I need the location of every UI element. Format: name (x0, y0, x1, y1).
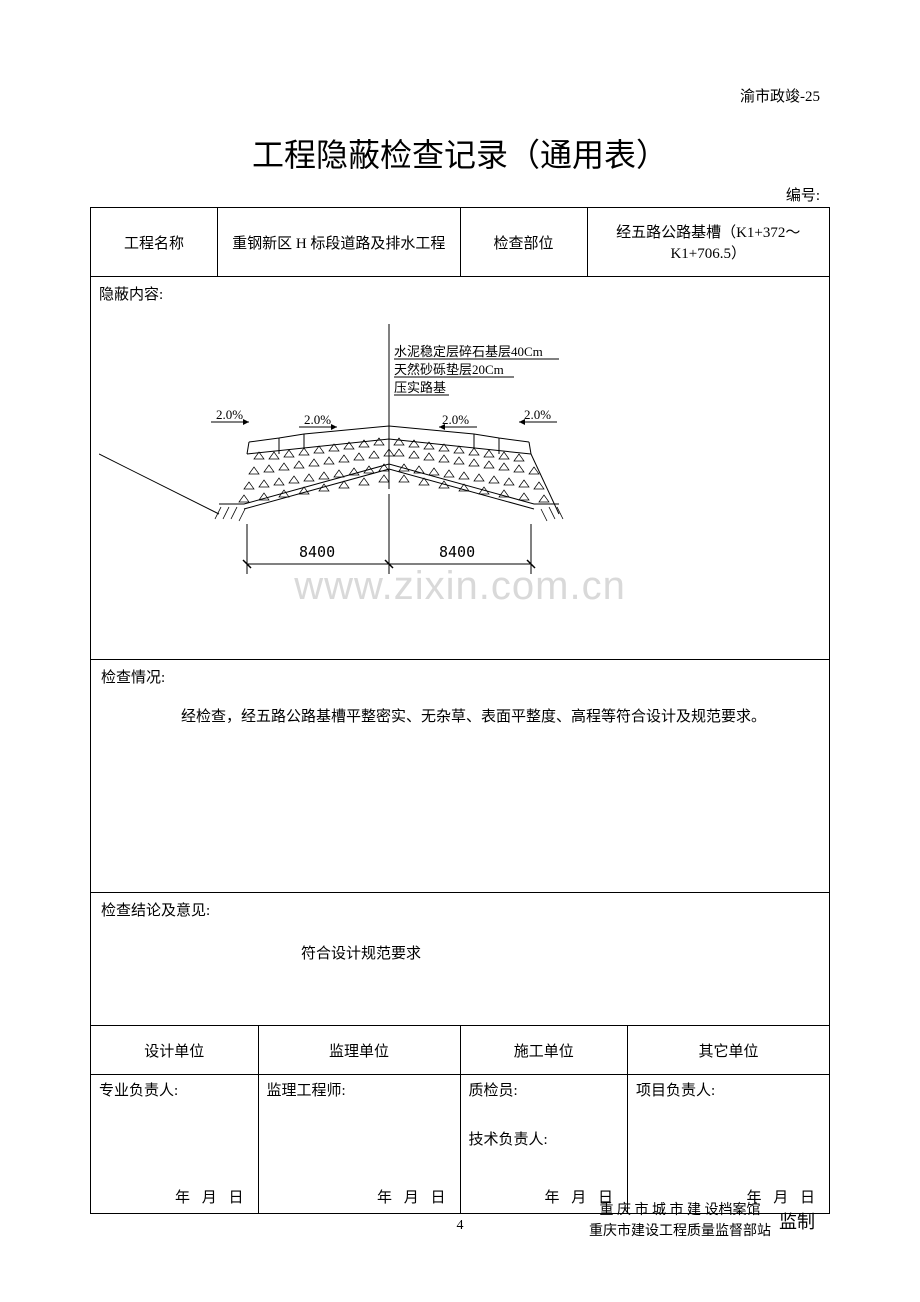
row-project: 工程名称 重钢新区 H 标段道路及排水工程 检查部位 经五路公路基槽（K1+37… (91, 208, 830, 277)
dim-left: 8400 (299, 543, 335, 561)
role-4: 项目负责人: (636, 1079, 821, 1100)
watermark: www.zixin.com.cn (294, 564, 626, 609)
dim-right: 8400 (439, 543, 475, 561)
footer-org: 重 庆 市 城 市 建 设档案馆 重庆市建设工程质量监督部站 (589, 1200, 771, 1242)
row-check: 检查情况: 经检查，经五路公路基槽平整密实、无杂草、表面平整度、高程等符合设计及… (91, 660, 830, 893)
page: 渝市政竣-25 工程隐蔽检查记录（通用表） 编号: 工程名称 重钢新区 H 标段… (0, 0, 920, 1302)
row-sig-body: 专业负责人: 年 月 日 监理工程师: 年 月 日 质检员: 技术负责人: 年 … (91, 1075, 830, 1214)
role-2: 监理工程师: (267, 1079, 452, 1100)
sig-cell-2: 监理工程师: 年 月 日 (258, 1075, 460, 1214)
serial-label: 编号: (90, 184, 820, 205)
check-text: 经检查，经五路公路基槽平整密实、无杂草、表面平整度、高程等符合设计及规范要求。 (181, 705, 819, 726)
date-1: 年 月 日 (175, 1186, 248, 1207)
slope-1: 2.0% (216, 407, 243, 422)
diagram-layer3: 压实路基 (394, 380, 446, 395)
diagram-wrapper: 水泥稳定层碎石基层40Cm 天然砂砾垫层20Cm 压实路基 2.0% 2.0% (99, 304, 821, 634)
footer-line1: 重 庆 市 城 市 建 设档案馆 (600, 1203, 761, 1218)
role-3a: 质检员: (469, 1079, 620, 1100)
diagram-cell: 隐蔽内容: 水泥稳定层碎石基层40Cm 天然砂砾垫层20Cm 压实路基 2.0% (91, 277, 830, 660)
check-cell: 检查情况: 经检查，经五路公路基槽平整密实、无杂草、表面平整度、高程等符合设计及… (91, 660, 830, 893)
diagram-layer2: 天然砂砾垫层20Cm (394, 362, 504, 377)
row-conclusion: 检查结论及意见: 符合设计规范要求 (91, 893, 830, 1026)
value-project-name: 重钢新区 H 标段道路及排水工程 (218, 208, 461, 277)
check-label: 检查情况: (101, 666, 819, 687)
label-project-name: 工程名称 (91, 208, 218, 277)
row-diagram: 隐蔽内容: 水泥稳定层碎石基层40Cm 天然砂砾垫层20Cm 压实路基 2.0% (91, 277, 830, 660)
sig-cell-3: 质检员: 技术负责人: 年 月 日 (460, 1075, 628, 1214)
footer: 重 庆 市 城 市 建 设档案馆 重庆市建设工程质量监督部站 监制 (589, 1200, 815, 1242)
page-title: 工程隐蔽检查记录（通用表） (90, 130, 830, 176)
slope-3: 2.0% (442, 412, 469, 427)
value-check-part: 经五路公路基槽（K1+372～K1+706.5） (587, 208, 830, 277)
conclusion-label: 检查结论及意见: (101, 899, 819, 920)
sig-cell-1: 专业负责人: 年 月 日 (91, 1075, 259, 1214)
date-2: 年 月 日 (377, 1186, 450, 1207)
row-sig-head: 设计单位 监理单位 施工单位 其它单位 (91, 1026, 830, 1075)
sig-h4: 其它单位 (628, 1026, 830, 1075)
footer-line2: 重庆市建设工程质量监督部站 (589, 1224, 771, 1239)
hidden-content-label: 隐蔽内容: (99, 283, 821, 304)
role-1: 专业负责人: (99, 1079, 250, 1100)
sig-h2: 监理单位 (258, 1026, 460, 1075)
sig-cell-4: 项目负责人: 年 月 日 (628, 1075, 830, 1214)
conclusion-text: 符合设计规范要求 (301, 942, 819, 963)
slope-4: 2.0% (524, 407, 551, 422)
main-table: 工程名称 重钢新区 H 标段道路及排水工程 检查部位 经五路公路基槽（K1+37… (90, 207, 830, 1214)
role-3b: 技术负责人: (469, 1128, 620, 1149)
label-check-part: 检查部位 (460, 208, 587, 277)
header-code: 渝市政竣-25 (740, 85, 820, 106)
footer-stamp: 监制 (779, 1208, 815, 1234)
conclusion-cell: 检查结论及意见: 符合设计规范要求 (91, 893, 830, 1026)
diagram-layer1: 水泥稳定层碎石基层40Cm (394, 344, 543, 359)
sig-h1: 设计单位 (91, 1026, 259, 1075)
sig-h3: 施工单位 (460, 1026, 628, 1075)
slope-2: 2.0% (304, 412, 331, 427)
